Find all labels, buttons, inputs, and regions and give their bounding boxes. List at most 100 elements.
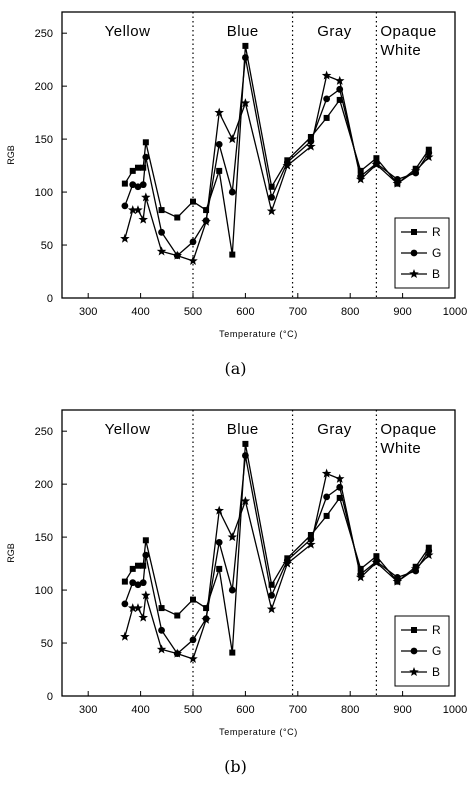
data-point-B	[266, 604, 277, 614]
data-point-B	[201, 614, 211, 624]
data-point-R	[268, 183, 275, 190]
data-point-R	[357, 167, 364, 174]
x-tick-label: 500	[184, 704, 202, 716]
series-line-B	[124, 74, 430, 262]
y-tick-label: 150	[35, 134, 53, 146]
data-point-B	[141, 192, 151, 202]
data-point-R	[158, 605, 165, 612]
data-point-G	[228, 188, 236, 196]
x-tick-label: 800	[341, 306, 359, 318]
data-point-R	[203, 207, 210, 214]
y-axis-label: RGB	[6, 543, 16, 563]
data-point-B	[133, 603, 143, 613]
panel-caption-a: (a)	[224, 359, 247, 378]
data-point-B	[172, 648, 183, 658]
data-point-R	[140, 164, 147, 171]
data-point-B	[371, 159, 382, 169]
data-point-R	[216, 167, 223, 174]
legend-label-R: R	[432, 225, 441, 239]
series-R	[121, 440, 432, 656]
data-point-R	[140, 562, 147, 569]
region-label: Gray	[317, 421, 352, 438]
data-point-B	[227, 532, 238, 542]
series-G	[121, 54, 433, 260]
data-point-B	[240, 98, 251, 108]
data-point-B	[214, 505, 224, 515]
data-point-G	[242, 452, 249, 459]
data-point-G	[158, 626, 165, 634]
data-point-B	[201, 216, 211, 226]
legend-marker-R	[411, 627, 417, 633]
data-point-B	[133, 205, 143, 215]
region-label: Yellow	[105, 421, 151, 438]
y-tick-label: 250	[35, 28, 53, 40]
data-point-B	[240, 496, 251, 506]
legend-marker-G	[410, 249, 418, 257]
plot-frame	[61, 409, 456, 697]
y-axis-label: RGB	[6, 145, 16, 165]
data-point-R	[357, 565, 364, 572]
legend-label-G: G	[432, 246, 441, 260]
region-label: Gray	[317, 23, 352, 40]
x-tick-label: 700	[289, 306, 307, 318]
data-point-G	[323, 95, 331, 103]
data-point-G	[134, 581, 142, 589]
data-point-R	[158, 207, 165, 214]
legend-marker-B	[409, 667, 419, 677]
data-point-R	[129, 167, 136, 174]
data-point-G	[142, 551, 150, 559]
data-point-R	[229, 251, 236, 258]
y-tick-label: 0	[47, 293, 53, 305]
data-point-G	[268, 193, 275, 201]
y-tick-label: 200	[35, 479, 53, 491]
region-label: Yellow	[105, 23, 151, 40]
chart-panel-b: Yellow Blue Gray Opaque White 0 50 100 150 200 250…	[0, 398, 471, 796]
data-point-R	[307, 531, 314, 538]
legend-label-B: B	[432, 665, 440, 679]
data-point-B	[172, 250, 183, 260]
x-tick-label: 1000	[443, 306, 467, 318]
data-point-R	[190, 596, 196, 603]
legend: RGB	[394, 217, 450, 289]
data-point-G	[121, 202, 129, 210]
data-point-R	[373, 155, 380, 162]
data-point-R	[142, 139, 149, 146]
rgb-line-chart-b: Yellow Blue Gray Opaque White 0 50 100 150 200 250…	[6, 409, 467, 737]
data-point-R	[134, 164, 141, 171]
data-point-G	[215, 539, 223, 546]
data-point-B	[188, 653, 198, 663]
data-point-G	[215, 141, 223, 148]
x-tick-label: 600	[236, 704, 254, 716]
series-line-R	[124, 443, 430, 653]
data-point-G	[242, 54, 249, 61]
region-label: Blue	[227, 23, 259, 40]
data-point-R	[336, 494, 343, 501]
data-point-G	[268, 591, 275, 599]
x-tick-label: 800	[341, 704, 359, 716]
data-point-G	[158, 228, 165, 236]
data-point-B	[306, 141, 316, 151]
data-point-B	[141, 590, 151, 600]
data-point-B	[120, 631, 130, 641]
legend-label-B: B	[432, 267, 440, 281]
panel-caption-b: (b)	[224, 757, 247, 776]
x-tick-label: 300	[79, 306, 97, 318]
y-tick-label: 100	[35, 585, 53, 597]
x-tick-label: 900	[393, 704, 411, 716]
data-point-B	[306, 539, 316, 549]
x-tick-label: 600	[236, 306, 254, 318]
data-point-B	[392, 576, 403, 586]
data-point-B	[138, 214, 148, 224]
data-point-R	[229, 649, 236, 656]
data-point-G	[129, 579, 137, 587]
data-point-B	[127, 205, 138, 215]
data-point-R	[121, 578, 128, 585]
data-point-G	[129, 181, 137, 189]
data-point-B	[138, 612, 148, 622]
legend-marker-B	[409, 269, 419, 279]
legend-label-R: R	[432, 623, 441, 637]
plot-frame	[61, 11, 456, 299]
data-point-R	[142, 537, 149, 544]
x-axis-label: Temperature (°C)	[219, 727, 298, 737]
y-tick-label: 150	[35, 532, 53, 544]
